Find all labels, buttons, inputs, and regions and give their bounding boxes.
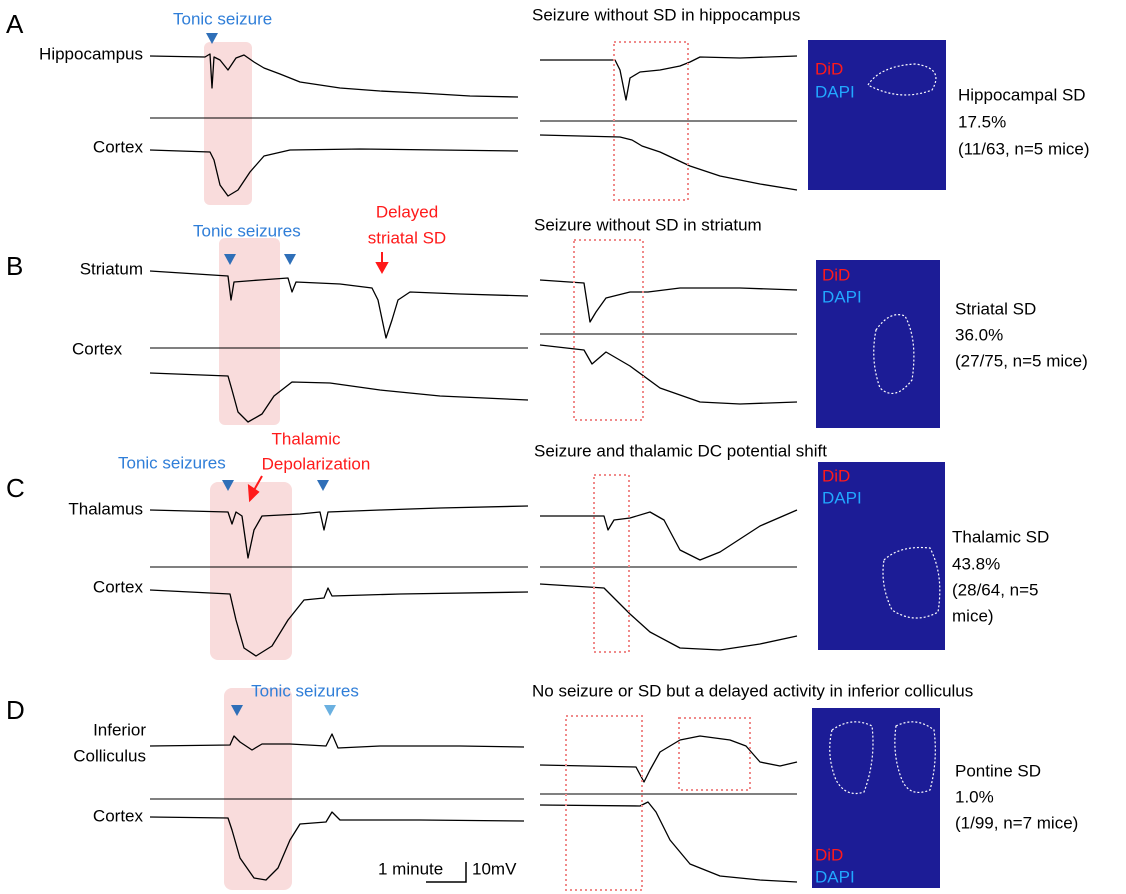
stain-did: DiD bbox=[822, 466, 850, 485]
cortex-label: Cortex bbox=[93, 577, 144, 596]
result: Pontine SD bbox=[955, 761, 1041, 780]
result: (11/63, n=5 mice) bbox=[958, 139, 1090, 158]
region-label: Striatum bbox=[80, 259, 143, 278]
trace bbox=[540, 135, 797, 190]
seizure-label: Tonic seizures bbox=[251, 681, 359, 700]
region-label: Inferior bbox=[93, 720, 146, 739]
example-title: Seizure without SD in striatum bbox=[534, 215, 762, 234]
example-title: Seizure without SD in hippocampus bbox=[532, 5, 800, 24]
region-label: Thalamus bbox=[68, 499, 143, 518]
arrow bbox=[377, 252, 387, 272]
trace bbox=[540, 280, 797, 322]
panel-letter: B bbox=[6, 251, 23, 281]
marker bbox=[324, 705, 336, 716]
trace bbox=[150, 271, 528, 338]
stain-did: DiD bbox=[822, 265, 850, 284]
stain-did: DiD bbox=[815, 59, 843, 78]
seizure-shade bbox=[219, 238, 280, 425]
panel-letter: A bbox=[6, 9, 24, 39]
trace bbox=[540, 510, 797, 560]
result: (28/64, n=5 bbox=[952, 580, 1039, 599]
cortex-label: Cortex bbox=[72, 339, 123, 358]
result: 43.8% bbox=[952, 554, 1000, 573]
marker bbox=[284, 254, 296, 265]
cortex-label: Cortex bbox=[93, 137, 144, 156]
highlight-box bbox=[679, 718, 750, 790]
panel-d: D Tonic seizures Inferior Colliculus Cor… bbox=[6, 681, 1078, 890]
trace bbox=[540, 56, 797, 100]
example-title: No seizure or SD but a delayed activity … bbox=[532, 681, 973, 700]
result: mice) bbox=[952, 606, 994, 625]
panel-c: C Tonic seizures Thalamic Depolarization… bbox=[6, 429, 1049, 660]
scale-voltage: 10mV bbox=[472, 859, 517, 878]
trace bbox=[150, 506, 528, 558]
example-title: Seizure and thalamic DC potential shift bbox=[534, 441, 827, 460]
result: (1/99, n=7 mice) bbox=[955, 813, 1078, 832]
trace bbox=[150, 734, 524, 750]
panel-letter: C bbox=[6, 473, 25, 503]
highlight-box bbox=[594, 475, 629, 652]
result: Striatal SD bbox=[955, 299, 1036, 318]
result: Hippocampal SD bbox=[958, 85, 1086, 104]
marker bbox=[317, 480, 329, 491]
scale-time: 1 minute bbox=[378, 859, 443, 878]
figure: A Tonic seizure Hippocampus Cortex Seizu… bbox=[0, 0, 1126, 894]
sd-label: Thalamic bbox=[272, 429, 341, 448]
highlight-box bbox=[566, 716, 642, 890]
stain-dapi: DAPI bbox=[822, 287, 862, 306]
result: Thalamic SD bbox=[952, 527, 1049, 546]
trace bbox=[540, 345, 797, 404]
trace bbox=[150, 373, 528, 422]
result: 17.5% bbox=[958, 112, 1006, 131]
trace bbox=[540, 584, 797, 650]
region-label: Colliculus bbox=[73, 746, 146, 765]
result: 1.0% bbox=[955, 787, 994, 806]
seizure-label: Tonic seizure bbox=[173, 9, 272, 28]
trace bbox=[540, 802, 797, 882]
trace bbox=[150, 588, 528, 656]
trace bbox=[540, 736, 797, 782]
highlight-box bbox=[574, 240, 643, 420]
result: (27/75, n=5 mice) bbox=[955, 351, 1088, 370]
histology-image bbox=[816, 260, 940, 428]
region-label: Hippocampus bbox=[39, 44, 143, 63]
stain-dapi: DAPI bbox=[815, 867, 855, 886]
panel-b: B Tonic seizures Delayed striatal SD Str… bbox=[6, 202, 1088, 428]
result: 36.0% bbox=[955, 325, 1003, 344]
seizure-label: Tonic seizures bbox=[118, 453, 226, 472]
stain-did: DiD bbox=[815, 845, 843, 864]
panel-a: A Tonic seizure Hippocampus Cortex Seizu… bbox=[6, 5, 1090, 205]
sd-label: striatal SD bbox=[368, 228, 446, 247]
panel-letter: D bbox=[6, 695, 25, 725]
stain-dapi: DAPI bbox=[815, 82, 855, 101]
sd-label: Delayed bbox=[376, 202, 438, 221]
sd-label: Depolarization bbox=[262, 454, 371, 473]
cortex-label: Cortex bbox=[93, 806, 144, 825]
stain-dapi: DAPI bbox=[822, 488, 862, 507]
trace bbox=[150, 812, 524, 880]
seizure-label: Tonic seizures bbox=[193, 221, 301, 240]
